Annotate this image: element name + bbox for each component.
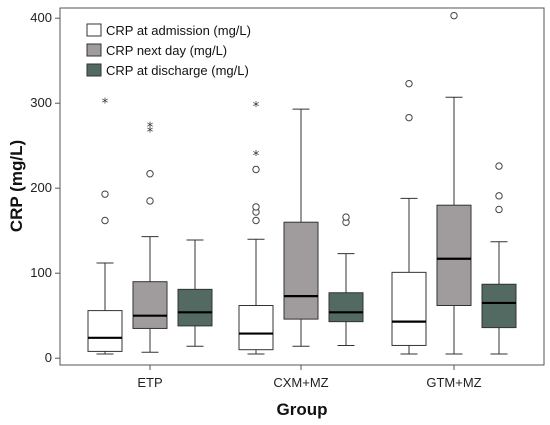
x-axis-title: Group: [277, 400, 328, 419]
outlier-point: [146, 197, 154, 205]
iqr-box: [283, 221, 319, 320]
box-ETP-series-2: **: [132, 120, 168, 353]
iqr-box: [391, 271, 427, 346]
box-GTM+MZ-series-1: [391, 79, 427, 355]
box-CXM+MZ-series-3: [328, 213, 364, 346]
legend-swatch: [86, 23, 102, 37]
outlier-point: [405, 79, 413, 88]
x-tick-label-GTM+MZ: GTM+MZ: [426, 375, 481, 390]
iqr-box: [436, 204, 472, 306]
iqr-box: [87, 310, 123, 352]
iqr-box: [132, 281, 168, 329]
legend-label: CRP at discharge (mg/L): [106, 63, 249, 78]
outlier-point: [495, 192, 503, 200]
extreme-point: *: [147, 120, 154, 135]
iqr-box: [481, 283, 517, 329]
iqr-box: [238, 305, 274, 351]
legend-label: CRP next day (mg/L): [106, 43, 227, 58]
y-tick-label-300: 300: [30, 95, 52, 110]
outlier-point: [252, 216, 260, 225]
y-tick-label-100: 100: [30, 265, 52, 280]
legend: CRP at admission (mg/L) CRP next day (mg/…: [86, 23, 251, 78]
y-tick-label-400: 400: [30, 10, 52, 25]
legend-swatch: [86, 63, 102, 77]
outlier-point: [495, 205, 503, 214]
x-axis: ETP CXM+MZ GTM+MZ: [137, 365, 482, 390]
y-axis: 0 100 200 300 400: [30, 10, 60, 365]
box-series-group: *****: [87, 11, 517, 355]
legend-item-3: CRP at discharge (mg/L): [86, 63, 249, 78]
outlier-point: [252, 165, 260, 174]
box-GTM+MZ-series-2: [436, 11, 472, 355]
legend-label: CRP at admission (mg/L): [106, 23, 251, 38]
legend-item-2: CRP next day (mg/L): [86, 43, 227, 58]
outlier-point: [405, 113, 413, 122]
box-CXM+MZ-series-2: [283, 108, 319, 347]
series-1: ***: [87, 79, 427, 355]
extreme-point: *: [253, 149, 260, 164]
box-ETP-series-3: [177, 239, 213, 347]
extreme-point: *: [253, 100, 260, 115]
extreme-point: *: [102, 97, 109, 112]
legend-swatch: [86, 43, 102, 57]
outlier-point: [101, 216, 109, 225]
extreme-point: *: [147, 125, 154, 140]
outlier-point: [101, 190, 109, 198]
y-tick-label-200: 200: [30, 180, 52, 195]
y-tick-label-0: 0: [45, 350, 52, 365]
series-3: [177, 162, 517, 355]
iqr-box: [328, 292, 364, 323]
series-2: **: [132, 11, 472, 355]
x-tick-label-CXM+MZ: CXM+MZ: [273, 375, 328, 390]
x-tick-label-ETP: ETP: [137, 375, 162, 390]
outlier-point: [342, 213, 350, 221]
outlier-point: [450, 11, 458, 20]
outlier-point: [252, 203, 260, 211]
iqr-box: [177, 288, 213, 327]
y-axis-title: CRP (mg/L): [7, 140, 26, 232]
legend-item-1: CRP at admission (mg/L): [86, 23, 251, 38]
outlier-point: [146, 170, 154, 178]
outlier-point: [495, 162, 503, 170]
box-GTM+MZ-series-3: [481, 162, 517, 355]
box-ETP-series-1: *: [87, 97, 123, 355]
box-CXM+MZ-series-1: **: [238, 100, 274, 355]
